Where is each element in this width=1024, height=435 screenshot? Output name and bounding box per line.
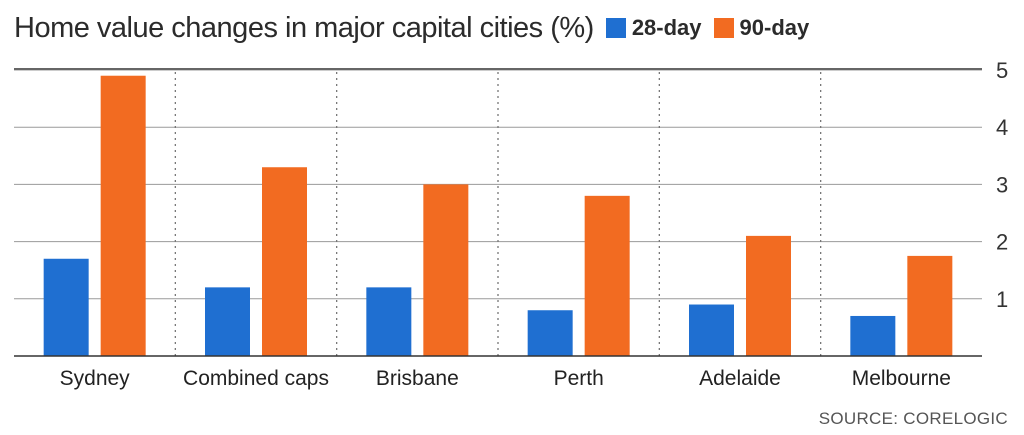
x-tick-label-sydney: Sydney <box>60 367 131 390</box>
bar-90-day-melbourne <box>907 255 953 356</box>
legend-swatch-28-day <box>605 18 626 38</box>
bar-28-day-melbourne <box>850 315 896 356</box>
y-tick-label-2: 2 <box>996 230 1008 255</box>
source-note: SOURCE: CORELOGIC <box>818 409 1008 428</box>
bar-90-day-sydney <box>100 75 146 356</box>
bar-28-day-perth <box>527 310 573 356</box>
bar-28-day-adelaide <box>689 304 734 356</box>
y-tick-label-5: 5 <box>996 58 1008 83</box>
chart-title: Home value changes in major capital citi… <box>14 11 594 44</box>
x-tick-label-combined-caps: Combined caps <box>183 367 329 390</box>
bar-90-day-combined-caps <box>262 167 307 356</box>
legend-label-90-day: 90-day <box>739 15 810 40</box>
bar-90-day-perth <box>584 195 630 356</box>
bar-28-day-sydney <box>43 258 89 356</box>
bar-28-day-combined-caps <box>205 287 250 356</box>
legend: 28-day 90-day <box>605 15 821 41</box>
legend-label-28-day: 28-day <box>631 15 702 40</box>
x-tick-label-perth: Perth <box>554 367 604 390</box>
x-tick-label-melbourne: Melbourne <box>852 367 951 390</box>
chart-header: Home value changes in major capital citi… <box>14 6 821 50</box>
bar-28-day-brisbane <box>366 287 412 356</box>
bar-90-day-brisbane <box>423 184 469 356</box>
bar-90-day-adelaide <box>746 235 791 356</box>
x-tick-label-adelaide: Adelaide <box>699 367 781 390</box>
y-tick-label-1: 1 <box>996 287 1008 312</box>
legend-item-90-day: 90-day <box>713 15 810 41</box>
legend-swatch-90-day <box>713 18 734 38</box>
y-tick-label-4: 4 <box>996 115 1008 140</box>
y-tick-label-3: 3 <box>996 172 1008 197</box>
x-tick-label-brisbane: Brisbane <box>376 367 459 390</box>
legend-item-28-day: 28-day <box>605 15 702 41</box>
